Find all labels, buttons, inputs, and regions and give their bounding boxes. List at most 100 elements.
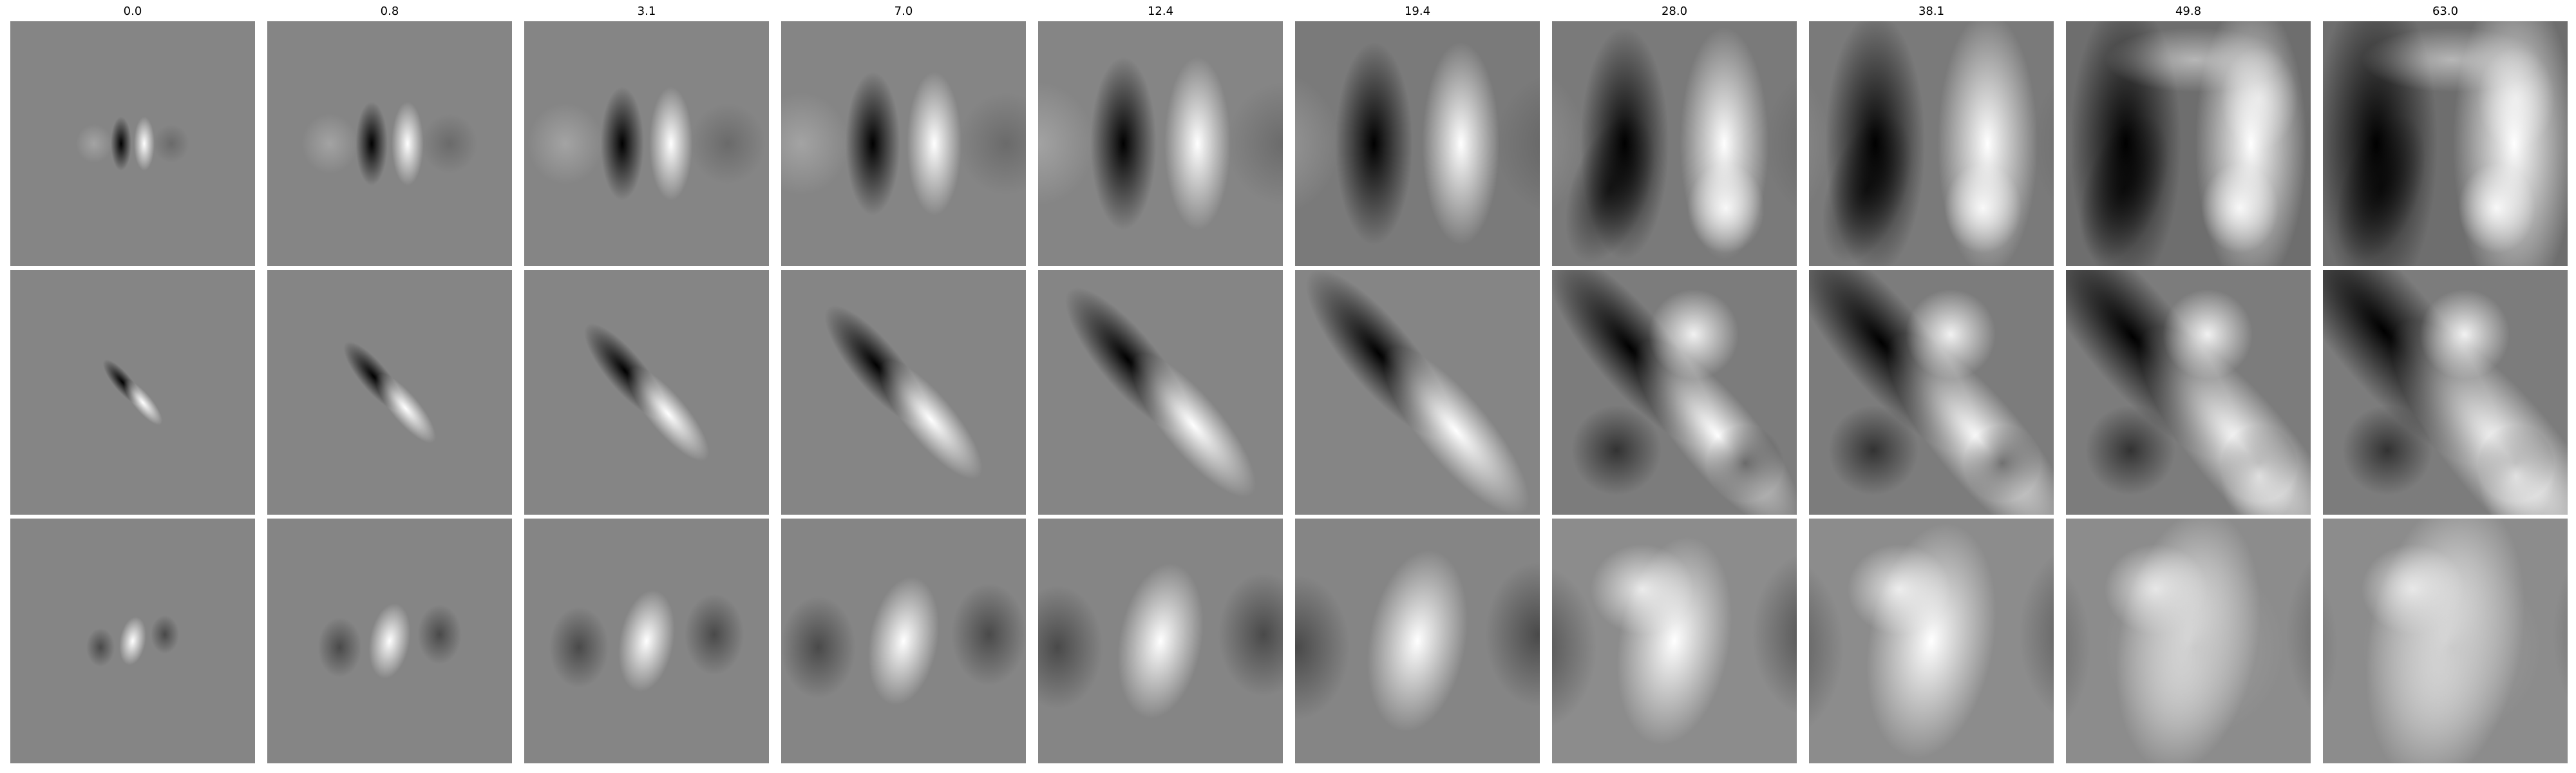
filter-image <box>2066 519 2311 763</box>
filter-blob <box>2018 553 2054 716</box>
filter-image <box>781 270 1026 515</box>
filter-blob <box>600 86 644 201</box>
filter-panel-r2-c4 <box>1038 519 1283 763</box>
column-title-2: 3.1 <box>637 5 656 18</box>
filter-blob <box>1495 75 1540 213</box>
filter-blob <box>1295 575 1350 720</box>
filter-panel-r0-c3 <box>781 21 1026 266</box>
filter-blob <box>1295 75 1340 213</box>
filter-blob <box>134 117 155 171</box>
filter-image <box>10 21 255 266</box>
filter-panel-r1-c9 <box>2323 270 2568 515</box>
filter-panel-r0-c8 <box>2066 21 2311 266</box>
filter-blob <box>781 92 849 195</box>
filter-blob <box>527 103 603 184</box>
filter-image <box>267 519 512 763</box>
filter-panel-r2-c0 <box>10 519 255 763</box>
filter-blob <box>76 124 112 163</box>
filter-image <box>2323 270 2568 515</box>
filter-blob <box>2477 425 2555 515</box>
filter-image <box>1552 21 1797 266</box>
filter-image <box>1809 270 2054 515</box>
filter-blob <box>2066 570 2091 725</box>
filter-blob <box>2299 95 2311 192</box>
filter-blob <box>1763 75 1797 213</box>
filter-blob <box>1335 42 1413 245</box>
filter-image <box>1552 519 1797 763</box>
filter-blob <box>1687 163 1765 253</box>
filter-blob <box>2323 582 2338 713</box>
filter-blob <box>2085 405 2175 495</box>
column-title-8: 49.8 <box>2175 5 2202 18</box>
filter-blob <box>417 604 462 665</box>
filter-panel-r0-c9 <box>2323 21 2568 266</box>
filter-image <box>1038 21 1283 266</box>
filter-blob <box>2031 81 2054 207</box>
filter-panel-r0-c5 <box>1295 21 1540 266</box>
filter-panel-r0-c0 <box>10 21 255 266</box>
filter-panel-r2-c2 <box>524 519 769 763</box>
filter-blob <box>2201 163 2278 253</box>
filter-blob <box>2079 115 2169 263</box>
column-title-7: 38.1 <box>1918 5 1945 18</box>
filter-blob <box>1552 567 1597 728</box>
filter-panel-r1-c1 <box>267 270 512 515</box>
filter-blob <box>958 92 1026 195</box>
filter-blob <box>2458 163 2535 253</box>
column-title-4: 12.4 <box>1147 5 1174 18</box>
filter-blob <box>2163 289 2253 379</box>
filter-blob <box>375 373 436 443</box>
filter-blob <box>618 590 675 692</box>
filter-panel-r1-c5 <box>1295 270 1540 515</box>
filter-blob <box>1485 562 1540 707</box>
filter-blob <box>2342 405 2432 495</box>
filter-blob <box>1964 425 2041 502</box>
filter-blob <box>1822 115 1912 263</box>
filter-blob <box>1571 405 1662 495</box>
column-title-9: 63.0 <box>2432 5 2459 18</box>
filter-panel-r2-c5 <box>1295 519 1540 763</box>
filter-panel-r2-c1 <box>267 519 512 763</box>
column-title-6: 28.0 <box>1661 5 1688 18</box>
filter-panel-r1-c6 <box>1552 270 1797 515</box>
filter-blob <box>845 72 900 216</box>
filter-blob <box>2286 557 2311 712</box>
filter-blob <box>301 113 358 174</box>
filter-image <box>2066 21 2311 266</box>
filter-blob <box>1565 115 1655 263</box>
filter-panel-r1-c2 <box>524 270 769 515</box>
filter-image <box>524 519 769 763</box>
filter-blob <box>781 596 856 699</box>
filter-image <box>1809 21 2054 266</box>
filter-blob <box>1809 81 1832 207</box>
filter-blob <box>355 101 388 186</box>
column-title-0: 0.0 <box>123 5 142 18</box>
filter-blob <box>317 617 362 678</box>
filter-blob <box>1383 347 1530 515</box>
filter-image <box>781 21 1026 266</box>
filter-blob <box>119 616 146 665</box>
filter-blob <box>153 124 189 163</box>
filter-blob <box>867 577 940 705</box>
filter-panel-r1-c3 <box>781 270 1026 515</box>
filter-blob <box>111 117 131 171</box>
filter-image <box>1809 519 2054 763</box>
filter-image <box>1552 270 1797 515</box>
filter-blob <box>1218 573 1283 696</box>
filter-image <box>267 270 512 515</box>
filter-image <box>1295 21 1540 266</box>
filter-image <box>2323 21 2568 266</box>
filter-blob <box>2336 115 2426 263</box>
filter-panel-r0-c6 <box>1552 21 1797 266</box>
filter-blob <box>951 583 1026 686</box>
filter-image <box>524 21 769 266</box>
filter-blob <box>2105 28 2285 92</box>
filter-image <box>10 270 255 515</box>
filter-blob <box>690 103 766 184</box>
filter-image <box>1038 270 1283 515</box>
filter-blob <box>907 72 962 216</box>
panel-background <box>10 21 255 266</box>
filter-image <box>2323 519 2568 763</box>
column-title-1: 0.8 <box>380 5 399 18</box>
